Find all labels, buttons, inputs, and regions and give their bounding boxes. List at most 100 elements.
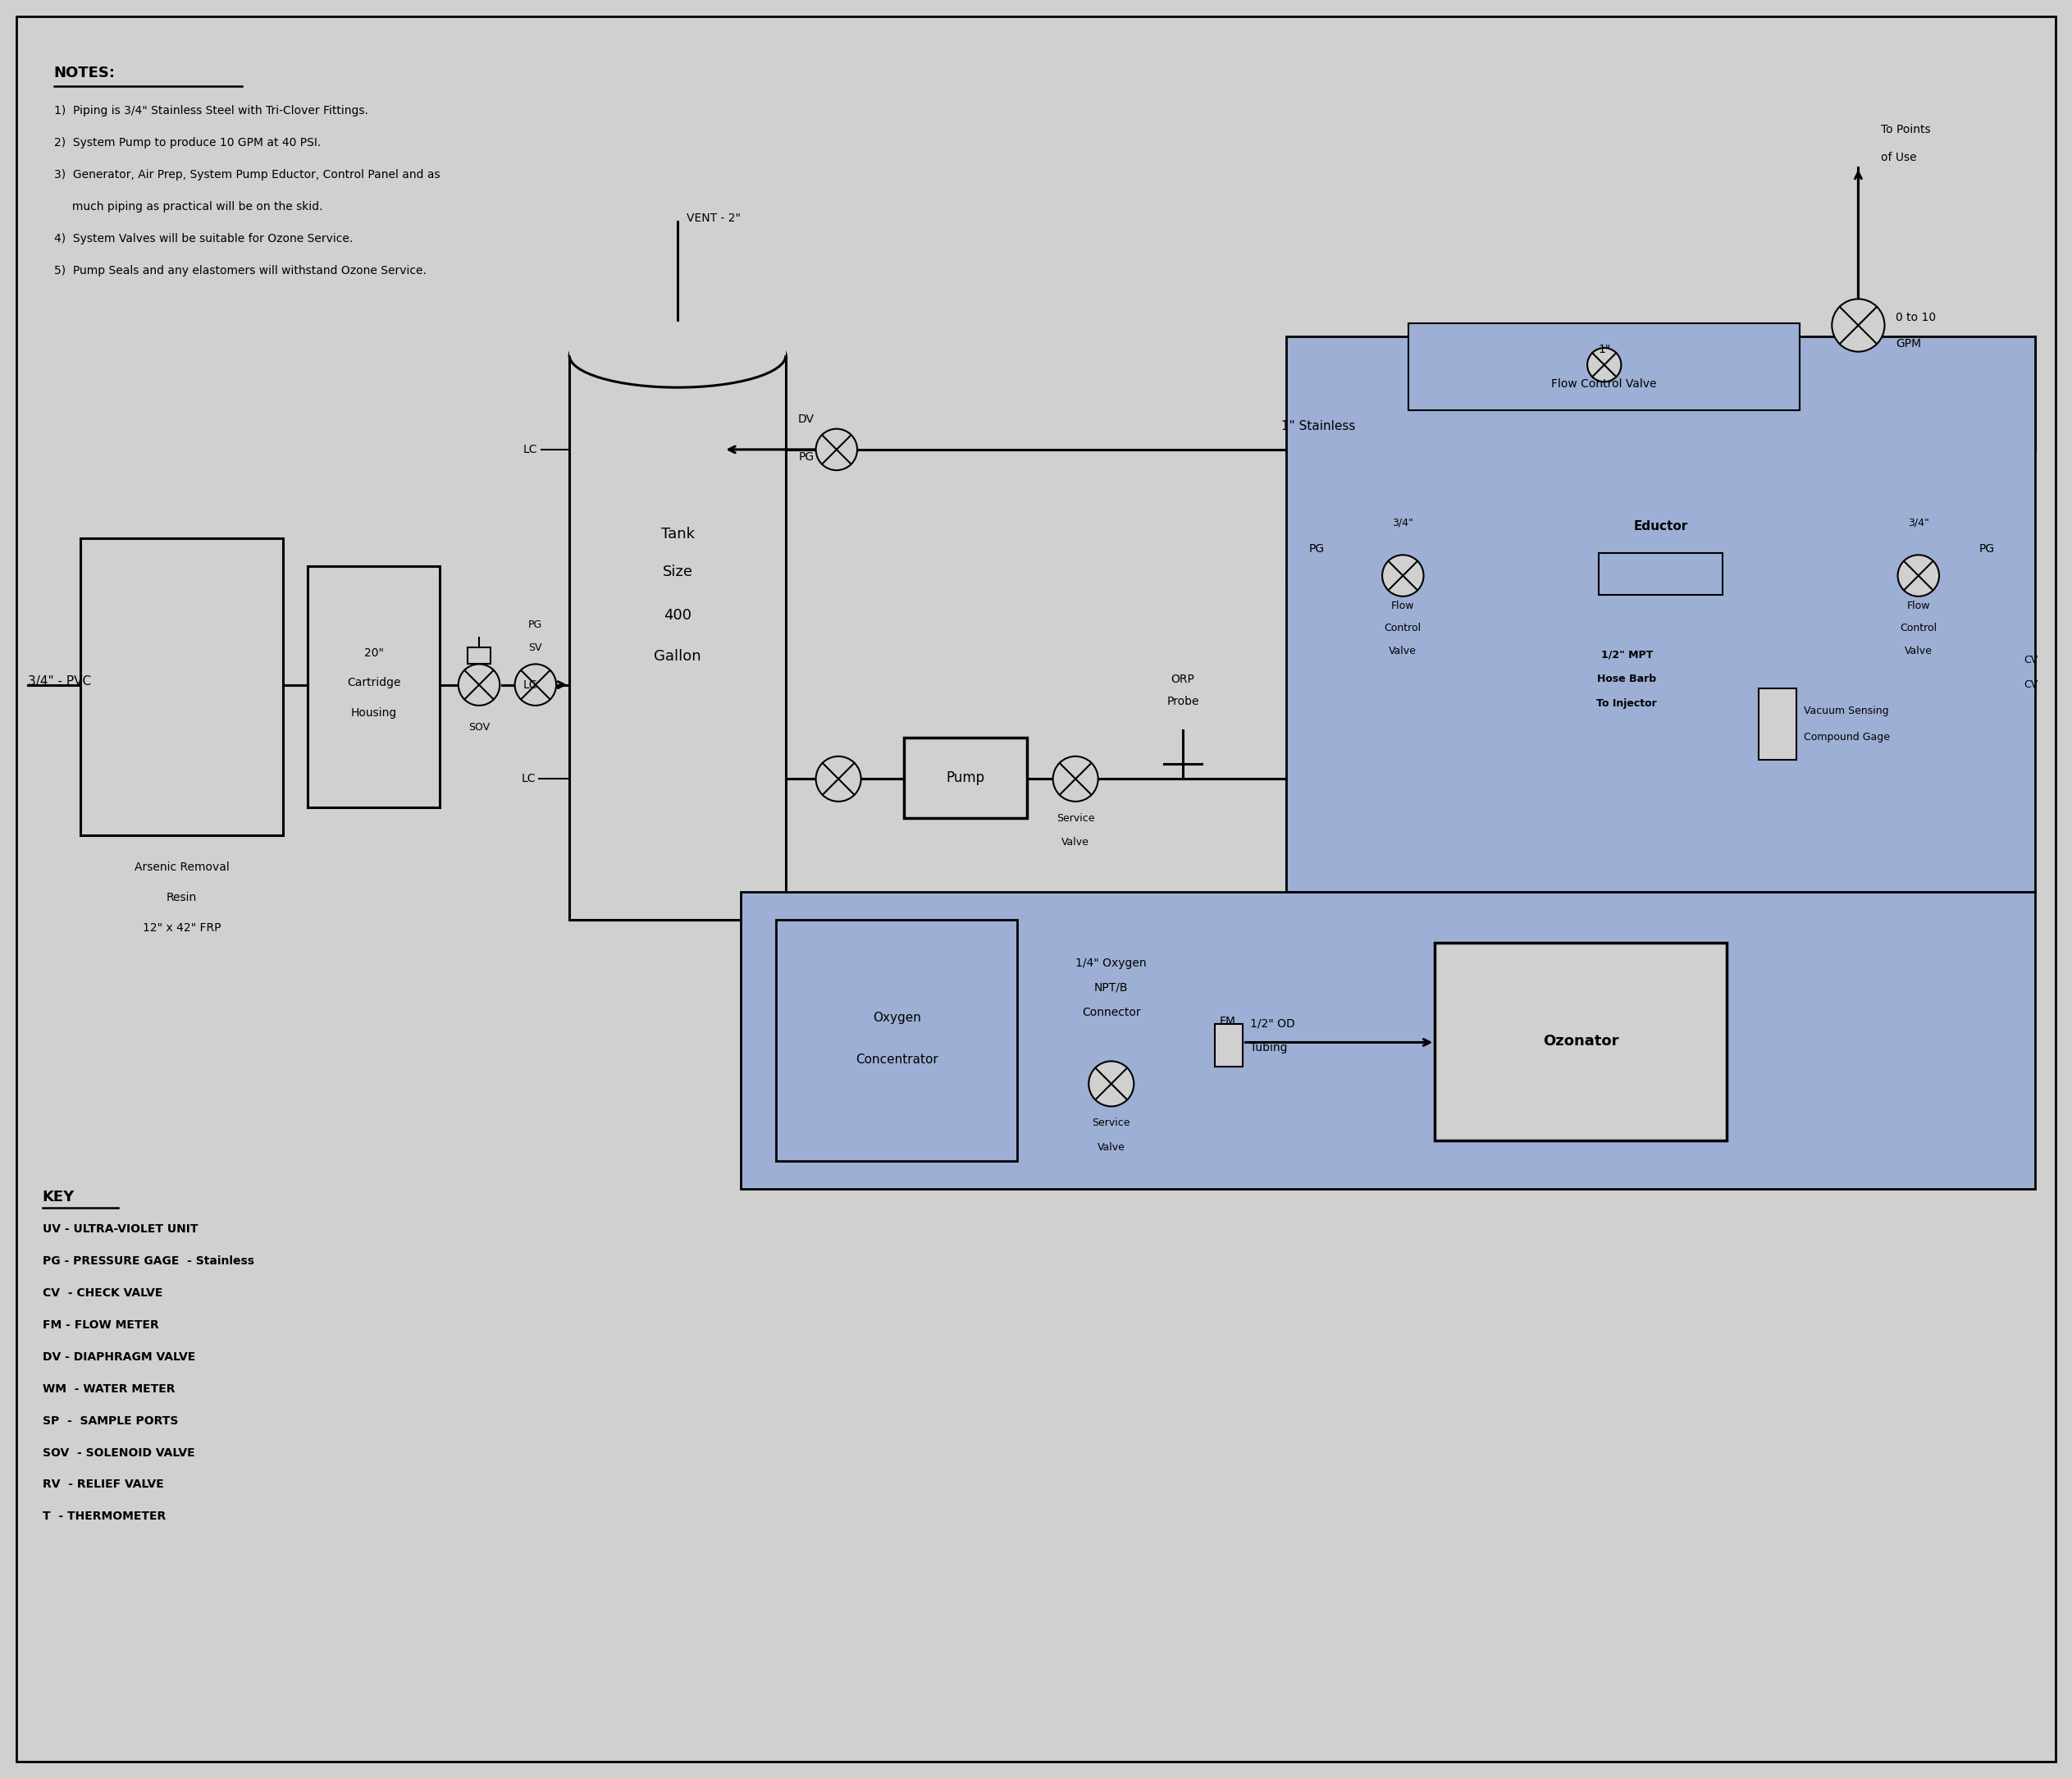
Text: SV: SV <box>528 642 543 653</box>
Text: 3/4" - PVC: 3/4" - PVC <box>27 676 91 686</box>
Text: 3/4": 3/4" <box>1908 517 1929 528</box>
Text: CV: CV <box>2024 679 2039 690</box>
Text: To Injector: To Injector <box>1598 699 1658 709</box>
Text: 3)  Generator, Air Prep, System Pump Eductor, Control Panel and as: 3) Generator, Air Prep, System Pump Educ… <box>54 169 439 181</box>
Text: CV: CV <box>2024 654 2039 665</box>
Text: PG: PG <box>1310 544 1324 555</box>
Text: Service: Service <box>1092 1118 1131 1129</box>
Text: DV - DIAPHRAGM VALVE: DV - DIAPHRAGM VALVE <box>44 1351 195 1362</box>
Text: Valve: Valve <box>1098 1141 1125 1152</box>
Text: 5)  Pump Seals and any elastomers will withstand Ozone Service.: 5) Pump Seals and any elastomers will wi… <box>54 265 427 277</box>
Text: GPM: GPM <box>1896 338 1921 350</box>
Text: Probe: Probe <box>1167 695 1200 708</box>
Text: Eductor: Eductor <box>1633 521 1689 533</box>
Bar <box>570 322 785 356</box>
Text: PG - PRESSURE GAGE  - Stainless: PG - PRESSURE GAGE - Stainless <box>44 1255 255 1266</box>
Text: Flow: Flow <box>1906 601 1931 612</box>
Text: Concentrator: Concentrator <box>856 1053 939 1065</box>
Bar <box>468 647 491 665</box>
Bar <box>777 919 1017 1161</box>
Circle shape <box>1898 555 1939 596</box>
Bar <box>1436 942 1726 1140</box>
Text: Valve: Valve <box>1388 645 1417 656</box>
Text: LC: LC <box>522 773 535 784</box>
Text: 1" Stainless: 1" Stainless <box>1280 420 1355 432</box>
Bar <box>1600 553 1722 594</box>
Text: LC: LC <box>522 444 537 455</box>
Text: CV  - CHECK VALVE: CV - CHECK VALVE <box>44 1287 162 1298</box>
Text: 1)  Piping is 3/4" Stainless Steel with Tri-Clover Fittings.: 1) Piping is 3/4" Stainless Steel with T… <box>54 105 369 117</box>
Text: Size: Size <box>663 564 692 580</box>
Text: SP  -  SAMPLE PORTS: SP - SAMPLE PORTS <box>44 1415 178 1426</box>
Text: LC: LC <box>522 679 537 690</box>
Text: Connector: Connector <box>1082 1006 1142 1019</box>
Bar <box>1214 1024 1243 1067</box>
Text: Flow: Flow <box>1390 601 1415 612</box>
Text: KEY: KEY <box>44 1189 75 1204</box>
Bar <box>309 565 439 807</box>
Bar <box>570 356 785 919</box>
Circle shape <box>1053 756 1098 802</box>
Text: 1": 1" <box>1598 345 1610 356</box>
Text: much piping as practical will be on the skid.: much piping as practical will be on the … <box>54 201 323 213</box>
Text: SOV  - SOLENOID VALVE: SOV - SOLENOID VALVE <box>44 1447 195 1458</box>
Circle shape <box>1382 555 1423 596</box>
Text: 1/2" OD: 1/2" OD <box>1251 1017 1295 1029</box>
Circle shape <box>514 665 555 706</box>
Text: 0 to 10: 0 to 10 <box>1896 313 1935 324</box>
Text: Resin: Resin <box>166 893 197 903</box>
Text: Arsenic Removal: Arsenic Removal <box>135 862 230 873</box>
Text: Cartridge: Cartridge <box>346 677 400 688</box>
Bar <box>1759 688 1796 759</box>
Text: 20": 20" <box>365 647 383 658</box>
Text: UV - ULTRA-VIOLET UNIT: UV - ULTRA-VIOLET UNIT <box>44 1223 199 1234</box>
Text: Service: Service <box>1057 813 1094 823</box>
Text: Compound Gage: Compound Gage <box>1805 733 1890 743</box>
Text: Control: Control <box>1900 622 1937 633</box>
Bar <box>1287 336 2035 893</box>
Text: Valve: Valve <box>1061 837 1090 848</box>
Circle shape <box>1832 299 1886 352</box>
Text: Valve: Valve <box>1904 645 1933 656</box>
Text: 3/4": 3/4" <box>1392 517 1413 528</box>
Text: SOV: SOV <box>468 722 489 733</box>
Text: PG: PG <box>798 452 814 462</box>
Text: Housing: Housing <box>350 708 396 718</box>
Text: Control: Control <box>1384 622 1421 633</box>
Text: PG: PG <box>1979 544 1995 555</box>
Circle shape <box>1088 1061 1133 1106</box>
Text: ORP: ORP <box>1171 674 1196 685</box>
Text: 2)  System Pump to produce 10 GPM at 40 PSI.: 2) System Pump to produce 10 GPM at 40 P… <box>54 137 321 149</box>
Circle shape <box>816 428 858 469</box>
Text: Ozonator: Ozonator <box>1544 1035 1618 1049</box>
Bar <box>81 539 284 836</box>
Text: 400: 400 <box>663 608 692 622</box>
Text: FM - FLOW METER: FM - FLOW METER <box>44 1319 160 1330</box>
Text: of Use: of Use <box>1881 153 1917 164</box>
Text: VENT - 2": VENT - 2" <box>688 212 742 224</box>
Text: Flow Control Valve: Flow Control Valve <box>1552 379 1658 389</box>
Text: 12" x 42" FRP: 12" x 42" FRP <box>143 923 222 933</box>
Text: DV: DV <box>798 414 814 425</box>
Bar <box>740 893 2035 1189</box>
Text: T  - THERMOMETER: T - THERMOMETER <box>44 1511 166 1522</box>
Circle shape <box>816 756 862 802</box>
Text: PG: PG <box>528 619 543 629</box>
Text: 1/2" MPT: 1/2" MPT <box>1602 649 1653 660</box>
Text: 4)  System Valves will be suitable for Ozone Service.: 4) System Valves will be suitable for Oz… <box>54 233 352 245</box>
Text: Tank: Tank <box>661 526 694 542</box>
Bar <box>1409 324 1801 411</box>
Text: Oxygen: Oxygen <box>872 1012 920 1024</box>
Text: NOTES:: NOTES: <box>54 66 116 80</box>
Text: To Points: To Points <box>1881 124 1931 135</box>
Bar <box>903 738 1026 818</box>
Text: 1/4" Oxygen: 1/4" Oxygen <box>1075 958 1146 969</box>
Text: RV  - RELIEF VALVE: RV - RELIEF VALVE <box>44 1479 164 1490</box>
Circle shape <box>1587 348 1620 382</box>
Text: NPT/B: NPT/B <box>1094 981 1129 994</box>
Circle shape <box>458 665 499 706</box>
Text: Tubing: Tubing <box>1251 1042 1289 1054</box>
Text: FM: FM <box>1220 1015 1237 1028</box>
Text: Hose Barb: Hose Barb <box>1598 674 1656 685</box>
Text: Gallon: Gallon <box>655 649 700 663</box>
